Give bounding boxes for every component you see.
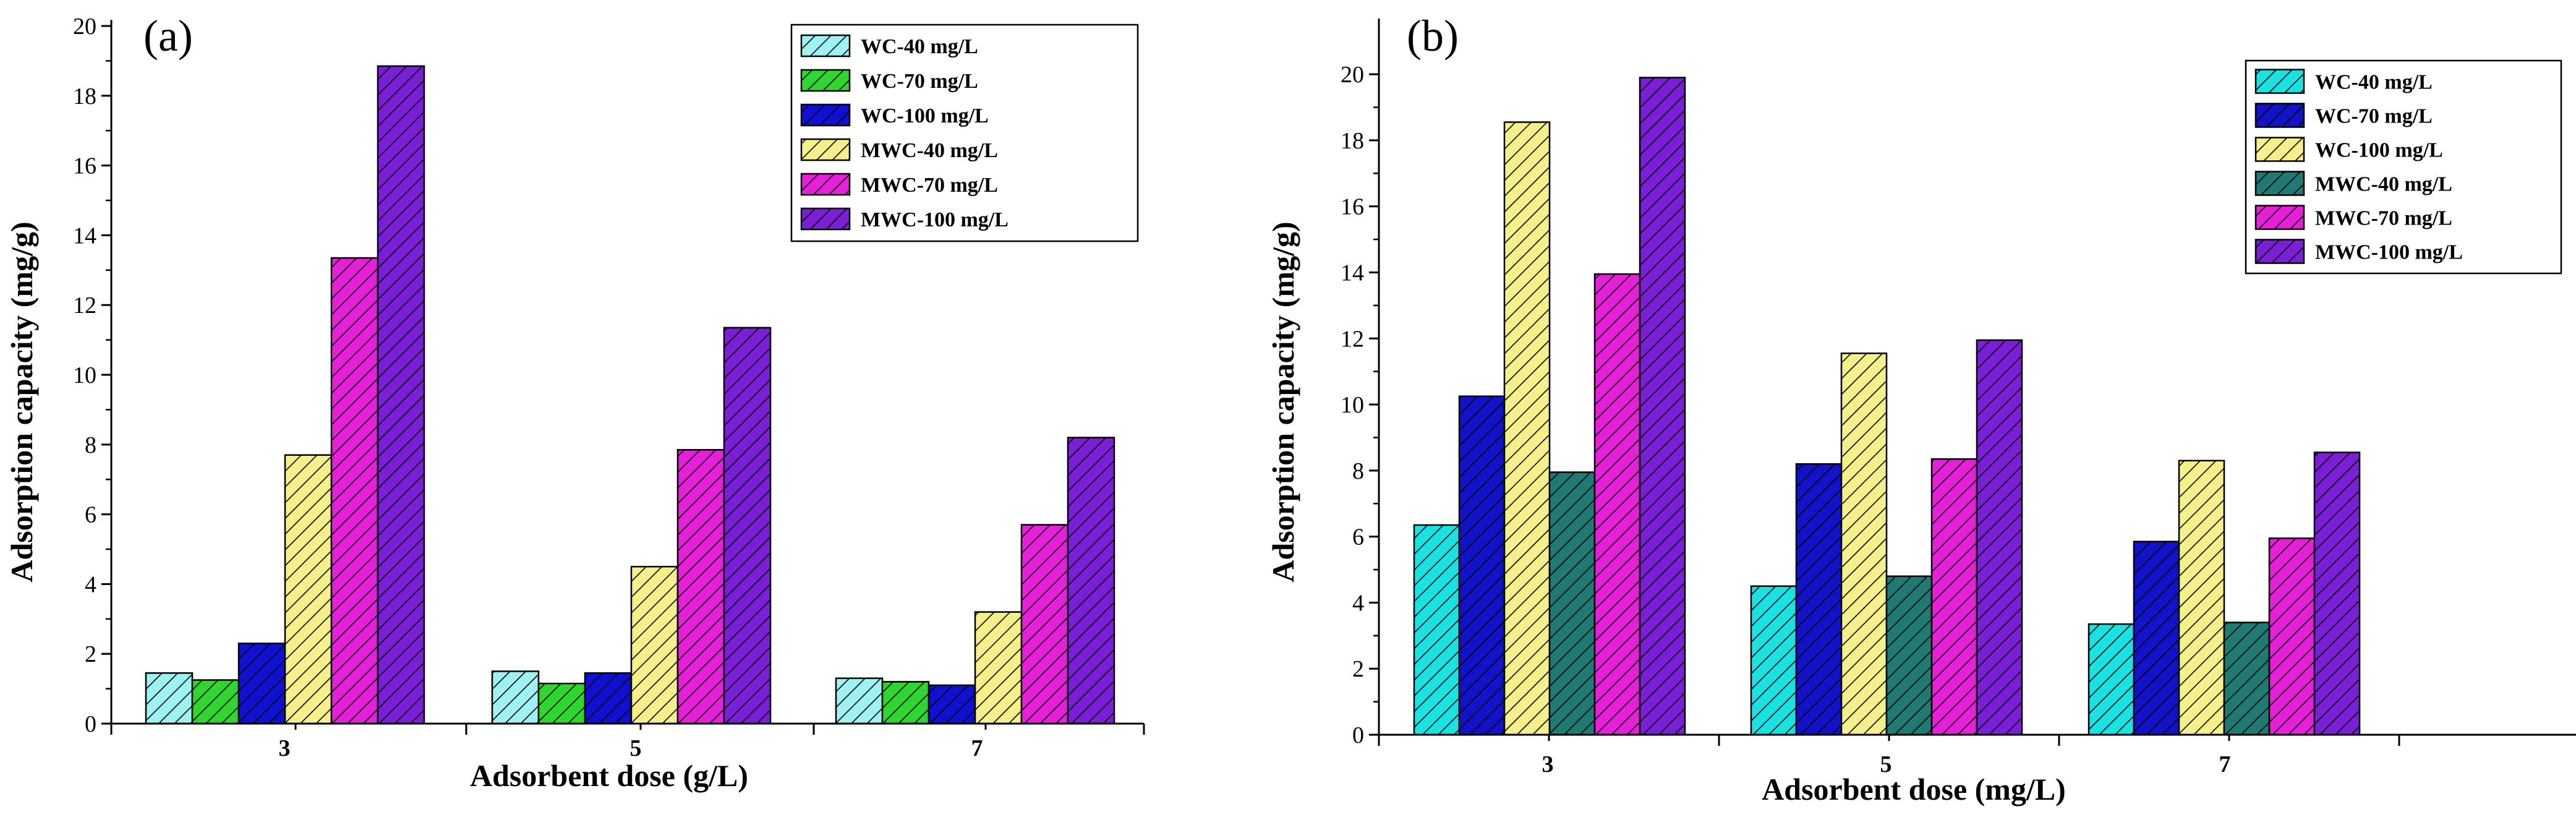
bar-a-wc-40-mg-l-dose-7 bbox=[836, 678, 882, 724]
legend-label-a-mwc-100-mg-l: MWC-100 mg/L bbox=[861, 208, 1009, 231]
bar-b-mwc-70-mg-l-dose-3 bbox=[1595, 274, 1640, 735]
legend-swatch-a-mwc-40-mg-l bbox=[801, 139, 850, 160]
legend-label-b-wc-70-mg-l: WC-70 mg/L bbox=[2315, 105, 2433, 128]
bar-a-mwc-70-mg-l-dose-7 bbox=[1021, 525, 1068, 724]
legend-swatch-a-wc-100-mg-l bbox=[801, 105, 850, 126]
y-axis-title-b: Adsorption capacity (mg/g) bbox=[1266, 221, 1300, 582]
legend-swatch-b-wc-40-mg-l bbox=[2256, 70, 2304, 93]
legend-swatch-b-mwc-70-mg-l bbox=[2256, 206, 2304, 229]
legend-swatch-b-mwc-40-mg-l bbox=[2256, 172, 2304, 195]
y-tick-label-b-16: 16 bbox=[1341, 194, 1364, 220]
y-tick-label-b-8: 8 bbox=[1352, 458, 1364, 484]
x-axis-title-b: Adsorbent dose (mg/L) bbox=[1762, 772, 2066, 806]
bar-b-wc-70-mg-l-dose-5 bbox=[1796, 464, 1841, 735]
y-tick-label-a-6: 6 bbox=[85, 502, 96, 528]
legend-label-b-mwc-40-mg-l: MWC-40 mg/L bbox=[2315, 173, 2452, 196]
x-tick-label-a-5: 5 bbox=[630, 735, 642, 761]
bar-b-wc-70-mg-l-dose-3 bbox=[1459, 396, 1504, 735]
bar-a-wc-40-mg-l-dose-5 bbox=[492, 671, 539, 724]
panel-label-b: (b) bbox=[1407, 11, 1459, 61]
legend-swatch-a-wc-40-mg-l bbox=[801, 35, 850, 56]
legend-swatch-b-wc-100-mg-l bbox=[2256, 138, 2304, 161]
x-axis-title-a: Adsorbent dose (g/L) bbox=[470, 758, 748, 793]
y-tick-label-a-8: 8 bbox=[85, 432, 96, 458]
legend-swatch-a-mwc-100-mg-l bbox=[801, 208, 850, 229]
bar-a-mwc-100-mg-l-dose-3 bbox=[378, 66, 424, 724]
y-axis-title-a: Adsorption capacity (mg/g) bbox=[4, 221, 39, 582]
y-tick-label-b-10: 10 bbox=[1341, 392, 1364, 418]
bar-a-wc-100-mg-l-dose-3 bbox=[239, 643, 285, 724]
y-tick-label-a-10: 10 bbox=[73, 362, 96, 388]
panel-label-a: (a) bbox=[143, 11, 193, 61]
y-tick-label-a-18: 18 bbox=[73, 83, 96, 109]
bar-a-mwc-40-mg-l-dose-5 bbox=[631, 567, 678, 724]
legend-label-a-wc-100-mg-l: WC-100 mg/L bbox=[861, 105, 989, 127]
bar-a-wc-100-mg-l-dose-5 bbox=[585, 673, 631, 724]
y-tick-label-a-16: 16 bbox=[73, 153, 96, 179]
chart-panel-b: (b) 0 2 4 6 8 10 12 14 16 18 20 3 5 7 WC-40 mg/L WC-70… bbox=[1266, 11, 2576, 806]
bar-a-wc-40-mg-l-dose-3 bbox=[146, 673, 192, 724]
x-tick-label-b-7: 7 bbox=[2219, 751, 2231, 777]
bar-b-wc-40-mg-l-dose-5 bbox=[1751, 586, 1796, 735]
x-tick-label-b-3: 3 bbox=[1542, 751, 1554, 777]
legend-swatch-a-mwc-70-mg-l bbox=[801, 174, 850, 195]
legend-a: WC-40 mg/L WC-70 mg/L WC-100 mg/L MWC-40 mg… bbox=[791, 25, 1138, 241]
legend-label-a-mwc-40-mg-l: MWC-40 mg/L bbox=[861, 139, 998, 162]
y-tick-label-a-20: 20 bbox=[73, 14, 96, 40]
y-tick-label-a-0: 0 bbox=[85, 711, 96, 737]
y-tick-label-b-12: 12 bbox=[1341, 326, 1364, 352]
bar-b-mwc-40-mg-l-dose-7 bbox=[2224, 622, 2269, 735]
bar-a-mwc-40-mg-l-dose-3 bbox=[285, 455, 331, 724]
bar-a-mwc-70-mg-l-dose-5 bbox=[678, 450, 724, 724]
bar-b-wc-70-mg-l-dose-7 bbox=[2134, 542, 2179, 735]
bar-a-wc-70-mg-l-dose-3 bbox=[192, 680, 239, 724]
legend-label-a-mwc-70-mg-l: MWC-70 mg/L bbox=[861, 174, 998, 197]
bar-b-mwc-70-mg-l-dose-7 bbox=[2269, 538, 2314, 735]
x-tick-label-a-7: 7 bbox=[971, 735, 983, 761]
y-tick-label-a-2: 2 bbox=[85, 641, 96, 667]
legend-label-a-wc-70-mg-l: WC-70 mg/L bbox=[861, 70, 978, 93]
y-tick-label-b-14: 14 bbox=[1341, 260, 1364, 286]
legend-label-b-mwc-100-mg-l: MWC-100 mg/L bbox=[2315, 241, 2463, 264]
y-tick-label-a-14: 14 bbox=[73, 223, 96, 249]
bar-b-mwc-70-mg-l-dose-5 bbox=[1932, 459, 1977, 735]
bar-b-wc-40-mg-l-dose-7 bbox=[2089, 624, 2134, 735]
legend-label-a-wc-40-mg-l: WC-40 mg/L bbox=[861, 35, 978, 58]
y-tick-label-a-4: 4 bbox=[85, 571, 96, 597]
bar-b-wc-100-mg-l-dose-3 bbox=[1504, 122, 1550, 735]
bar-b-wc-40-mg-l-dose-3 bbox=[1414, 525, 1459, 735]
bar-b-mwc-100-mg-l-dose-7 bbox=[2314, 452, 2360, 735]
bar-a-wc-70-mg-l-dose-7 bbox=[882, 682, 929, 724]
bar-b-mwc-40-mg-l-dose-5 bbox=[1887, 576, 1932, 735]
y-tick-label-b-18: 18 bbox=[1341, 128, 1364, 154]
bar-b-mwc-40-mg-l-dose-3 bbox=[1550, 473, 1595, 735]
bar-a-wc-100-mg-l-dose-7 bbox=[929, 685, 975, 724]
legend-swatch-b-wc-70-mg-l bbox=[2256, 104, 2304, 127]
bar-b-mwc-100-mg-l-dose-5 bbox=[1977, 340, 2022, 735]
y-tick-label-b-6: 6 bbox=[1352, 524, 1364, 550]
y-tick-label-b-20: 20 bbox=[1341, 62, 1364, 88]
bar-a-wc-70-mg-l-dose-5 bbox=[539, 683, 585, 724]
bar-a-mwc-100-mg-l-dose-7 bbox=[1068, 438, 1114, 724]
x-tick-label-a-3: 3 bbox=[279, 735, 291, 761]
bar-b-wc-100-mg-l-dose-5 bbox=[1841, 353, 1887, 735]
bar-b-mwc-100-mg-l-dose-3 bbox=[1640, 77, 1685, 735]
y-tick-label-b-2: 2 bbox=[1352, 656, 1364, 682]
y-tick-label-b-0: 0 bbox=[1352, 722, 1364, 748]
bar-a-mwc-70-mg-l-dose-3 bbox=[331, 258, 378, 724]
legend-swatch-b-mwc-100-mg-l bbox=[2256, 240, 2304, 263]
y-tick-label-a-12: 12 bbox=[73, 293, 96, 319]
bar-b-wc-100-mg-l-dose-7 bbox=[2179, 461, 2224, 735]
bar-a-mwc-100-mg-l-dose-5 bbox=[724, 328, 770, 724]
legend-label-b-wc-100-mg-l: WC-100 mg/L bbox=[2315, 139, 2443, 162]
legend-label-b-mwc-70-mg-l: MWC-70 mg/L bbox=[2315, 207, 2452, 230]
legend-b: WC-40 mg/L WC-70 mg/L WC-100 mg/L MWC-40 mg… bbox=[2246, 61, 2561, 273]
y-tick-label-b-4: 4 bbox=[1352, 590, 1364, 616]
legend-label-b-wc-40-mg-l: WC-40 mg/L bbox=[2315, 71, 2433, 94]
chart-panel-a: (a) 0 2 4 6 8 10 12 14 16 18 20 3 5 7 WC-40 mg/L WC-70… bbox=[4, 11, 1144, 793]
figure: (a) 024681012141618203 5 7 WC-40 mg/LWC-70… bbox=[0, 0, 2576, 817]
bar-a-mwc-40-mg-l-dose-7 bbox=[975, 612, 1021, 724]
legend-swatch-a-wc-70-mg-l bbox=[801, 70, 850, 91]
